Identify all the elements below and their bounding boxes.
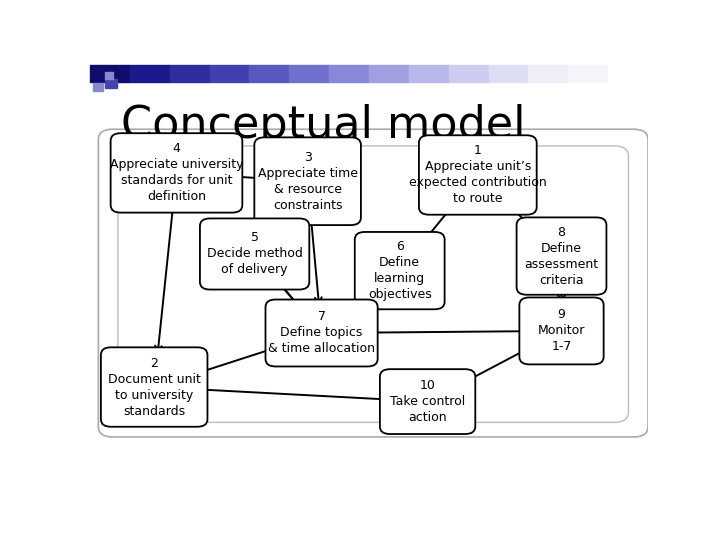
FancyBboxPatch shape [419, 136, 536, 215]
Bar [210, 65, 249, 82]
Text: 10
Take control
action: 10 Take control action [390, 379, 465, 424]
Bar [130, 65, 170, 82]
Text: 9
Monitor
1-7: 9 Monitor 1-7 [538, 308, 585, 353]
Text: 7
Define topics
& time allocation: 7 Define topics & time allocation [268, 310, 375, 355]
Bar [289, 65, 329, 82]
Text: 2
Document unit
to university
standards: 2 Document unit to university standards [108, 356, 201, 417]
Text: 6
Define
learning
objectives: 6 Define learning objectives [368, 240, 431, 301]
Bar [608, 65, 648, 82]
Bar [105, 79, 117, 88]
FancyBboxPatch shape [380, 369, 475, 434]
Text: Conceptual model: Conceptual model [121, 104, 525, 146]
Bar [249, 65, 289, 82]
Bar [93, 70, 107, 80]
Bar [105, 72, 114, 78]
FancyBboxPatch shape [519, 298, 603, 364]
FancyBboxPatch shape [516, 218, 606, 295]
Bar [449, 65, 489, 82]
FancyBboxPatch shape [254, 137, 361, 225]
Bar [170, 65, 210, 82]
Bar [90, 65, 130, 82]
Bar [93, 83, 103, 91]
Bar [369, 65, 409, 82]
FancyBboxPatch shape [200, 219, 310, 289]
Bar [409, 65, 449, 82]
FancyBboxPatch shape [101, 347, 207, 427]
FancyBboxPatch shape [266, 300, 378, 367]
Bar [329, 65, 369, 82]
Text: 8
Define
assessment
criteria: 8 Define assessment criteria [524, 226, 598, 287]
Bar [528, 65, 568, 82]
FancyBboxPatch shape [355, 232, 445, 309]
Text: 3
Appreciate time
& resource
constraints: 3 Appreciate time & resource constraints [258, 151, 358, 212]
Bar [568, 65, 608, 82]
Text: 4
Appreciate university
standards for unit
definition: 4 Appreciate university standards for un… [109, 143, 243, 204]
Bar [489, 65, 528, 82]
Text: 1
Appreciate unit’s
expected contribution
to route: 1 Appreciate unit’s expected contributio… [409, 145, 546, 206]
FancyBboxPatch shape [111, 133, 243, 213]
Text: 5
Decide method
of delivery: 5 Decide method of delivery [207, 232, 302, 276]
